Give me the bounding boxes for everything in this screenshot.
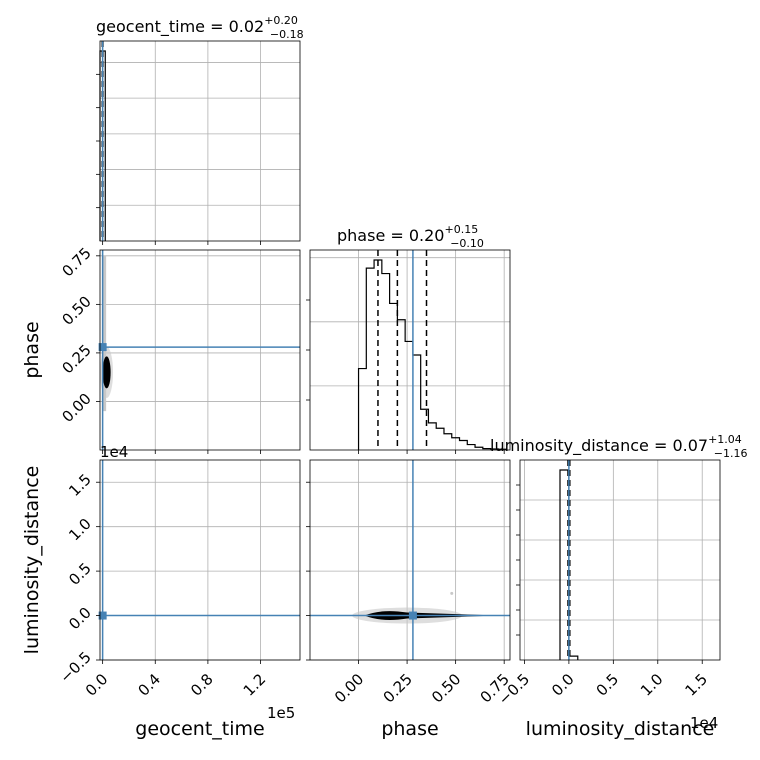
y-tick-label: 0.0 — [65, 604, 95, 634]
x-tick-label: 0.0 — [82, 670, 112, 700]
x-tick-label: 0.4 — [134, 670, 164, 700]
y-tick-label: 0.00 — [58, 390, 94, 426]
grid-ld-vs-geocent_time — [100, 460, 300, 661]
y-tick-label: 0.5 — [65, 559, 95, 589]
x-tick-label: 0.5 — [593, 670, 623, 700]
xlabel-phase: phase — [381, 718, 438, 740]
grid-phase-hist — [310, 250, 510, 450]
panel-luminosity_distance-vs-geocent_time: −0.50.00.51.01.5 0.0 0.4 0.8 1.2 1e4 1e5 lu… — [21, 443, 301, 740]
xlabel-luminosity_distance: luminosity_distance — [526, 718, 715, 740]
axes-frame — [309, 249, 511, 451]
title-luminosity_distance: luminosity_distance = 0.07+1.04 −1.16 — [490, 433, 748, 460]
ylabel-luminosity_distance: luminosity_distance — [21, 466, 43, 655]
offset-label-ld-x: 1e4 — [690, 714, 718, 732]
x-tick-label: 0.25 — [380, 670, 416, 706]
panel-geocent_time-hist: geocent_time = 0.02+0.20 −0.18 — [96, 14, 304, 245]
panel-phase-vs-geocent_time: 0.00 0.25 0.50 0.75 phase — [21, 244, 301, 454]
xlabel-geocent_time: geocent_time — [135, 718, 264, 740]
x-tick-label: 0.00 — [331, 670, 367, 706]
grid-phase-vs-geocent_time — [100, 250, 300, 450]
panel-luminosity_distance-vs-phase: 0.00 0.25 0.50 0.75 phase — [306, 459, 513, 740]
histogram-step — [357, 259, 507, 450]
injection-marker — [408, 611, 417, 620]
offset-label-ld-y: 1e4 — [100, 443, 128, 461]
axes-frame — [99, 249, 301, 451]
x-tick-label: 1.0 — [637, 670, 667, 700]
y-tick-label: 0.25 — [58, 341, 94, 377]
histogram-luminosity_distance — [516, 460, 579, 660]
grid-geocent_time-hist — [100, 41, 300, 241]
yticks-phase: 0.00 0.25 0.50 0.75 — [58, 244, 100, 426]
title-geocent_time: geocent_time = 0.02+0.20 −0.18 — [96, 14, 304, 41]
y-tick-label: 0.75 — [58, 244, 94, 280]
panel-luminosity_distance-hist: −0.5 0.0 0.5 1.0 1.5 1e4 luminosity_distance… — [490, 433, 748, 740]
y-tick-label: 1.5 — [65, 470, 95, 500]
scatter-outlier — [450, 591, 454, 595]
histogram-geocent_time — [96, 41, 261, 245]
yticks-luminosity_distance: −0.50.00.51.01.5 — [56, 470, 100, 687]
axes-frame — [309, 459, 511, 661]
x-tick-label: 1.5 — [681, 670, 711, 700]
x-tick-label: 0.50 — [428, 670, 464, 706]
axes-frame — [99, 459, 301, 661]
scatter-ld-vs-phase — [306, 460, 510, 661]
y-tick-label: 1.0 — [65, 515, 95, 545]
offset-label-geocent-x: 1e5 — [267, 704, 295, 722]
x-tick-label: 0.8 — [187, 670, 217, 700]
grid-ld-hist — [520, 460, 720, 660]
xticks-phase: 0.00 0.25 0.50 0.75 — [331, 660, 513, 706]
xticks-geocent_time: 0.0 0.4 0.8 1.2 — [82, 660, 269, 700]
scatter-phase-vs-geocent_time — [98, 250, 300, 454]
injection-marker — [98, 343, 107, 352]
y-tick-label: 0.50 — [58, 292, 94, 328]
grid-ld-vs-phase — [310, 460, 510, 661]
x-tick-label: 0.0 — [548, 670, 578, 700]
x-tick-label: 1.2 — [240, 670, 270, 700]
xticks-luminosity_distance: −0.5 0.0 0.5 1.0 1.5 — [495, 660, 711, 709]
title-phase: phase = 0.20+0.15 −0.10 — [337, 223, 484, 250]
ylabel-phase: phase — [21, 321, 43, 378]
scatter-ld-vs-geocent_time — [98, 460, 300, 660]
injection-marker — [98, 611, 107, 620]
histogram-phase — [306, 250, 507, 454]
panel-phase-hist: phase = 0.20+0.15 −0.10 — [306, 223, 511, 454]
axes-frame — [519, 459, 721, 661]
axes-frame — [99, 40, 301, 242]
scatter-density — [102, 356, 111, 389]
